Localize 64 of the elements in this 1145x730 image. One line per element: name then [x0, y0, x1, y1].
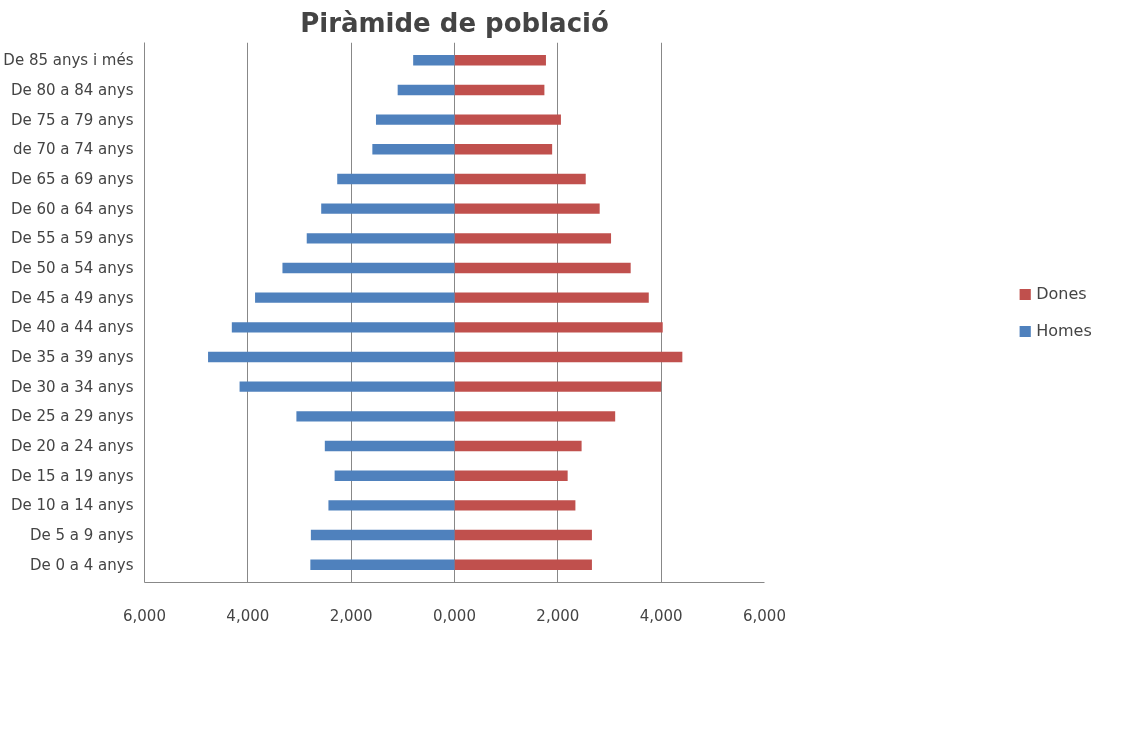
legend-label: Dones	[1036, 284, 1087, 303]
y-tick-label: De 35 a 39 anys	[10, 348, 134, 367]
bar	[282, 262, 455, 274]
y-tick-label: De 50 a 54 anys	[10, 258, 134, 277]
y-tick-label: De 40 a 44 anys	[10, 318, 134, 337]
bar	[372, 144, 455, 155]
bar	[413, 55, 455, 66]
y-tick-label: De 45 a 49 anys	[10, 288, 134, 307]
bar	[454, 173, 586, 185]
x-tick-label: 4,000	[226, 606, 270, 625]
y-tick-label: De 75 a 79 anys	[10, 110, 134, 129]
bar	[208, 351, 455, 363]
bar	[324, 440, 455, 452]
y-tick-label: De 85 anys i més	[3, 51, 134, 70]
y-tick-label: De 5 a 9 anys	[29, 526, 134, 545]
bar	[397, 84, 455, 96]
x-tick-label: 0,000	[433, 606, 476, 625]
bar	[239, 381, 455, 392]
x-tick-label: 4,000	[639, 606, 683, 625]
bar	[375, 114, 455, 125]
bar	[454, 84, 545, 96]
bar	[454, 292, 649, 303]
bar	[454, 322, 663, 333]
x-tick-label: 2,000	[536, 606, 580, 625]
bar	[454, 351, 683, 363]
bar	[454, 381, 662, 392]
bar	[310, 529, 455, 541]
x-tick-label: 2,000	[329, 606, 373, 625]
y-tick-label: De 30 a 34 anys	[10, 377, 134, 396]
y-tick-label: De 0 a 4 anys	[29, 555, 134, 574]
bar	[296, 411, 455, 422]
y-tick-label: De 10 a 14 anys	[10, 496, 134, 515]
bar	[454, 440, 582, 452]
bar	[454, 411, 616, 422]
chart-title: Piràmide de població	[300, 7, 609, 38]
bar	[454, 559, 592, 570]
y-tick-label: De 80 a 84 anys	[10, 80, 134, 99]
x-tick-label: 6,000	[123, 606, 166, 625]
y-tick-label: De 25 a 29 anys	[10, 407, 134, 426]
y-tick-label: De 60 a 64 anys	[10, 199, 134, 218]
bar	[231, 322, 455, 333]
bar	[454, 114, 561, 125]
bar	[454, 500, 576, 511]
bar	[454, 262, 631, 274]
y-tick-label: De 65 a 69 anys	[10, 169, 134, 188]
bar	[454, 233, 612, 244]
bar	[306, 233, 455, 244]
y-tick-label: de 70 a 74 anys	[12, 140, 134, 159]
bar	[328, 500, 455, 511]
bar	[454, 529, 592, 541]
y-tick-label: De 55 a 59 anys	[10, 229, 134, 248]
y-tick-label: De 20 a 24 anys	[10, 437, 134, 456]
bar	[334, 470, 455, 481]
bar	[337, 173, 455, 185]
bar	[255, 292, 455, 303]
bar	[454, 203, 600, 214]
bar	[454, 55, 546, 66]
bar	[454, 144, 553, 155]
bar	[310, 559, 455, 570]
y-tick-label: De 15 a 19 anys	[10, 466, 134, 485]
bar	[454, 470, 568, 481]
x-tick-label: 6,000	[743, 606, 786, 625]
legend-label: Homes	[1036, 321, 1092, 340]
bar	[321, 203, 455, 214]
